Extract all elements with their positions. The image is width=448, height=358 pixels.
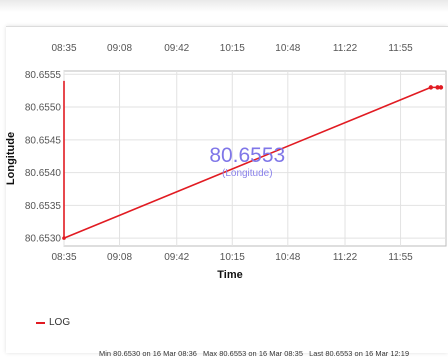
chart-card: 80.6555 80.6550 80.6545 80.6540 80.6535 80.65… xyxy=(6,26,448,358)
legend-swatch xyxy=(36,321,45,324)
series-point xyxy=(428,85,434,90)
y-tick-label: 80.6530 xyxy=(25,234,62,245)
legend-label: LOG xyxy=(49,317,71,328)
stats-footer: Min 80.6530 on 16 Mar 08:36 Max 80.6553 … xyxy=(99,349,413,358)
top-bar xyxy=(0,0,448,12)
longitude-chart[interactable]: 80.6555 80.6550 80.6545 80.6540 80.6535 80.65… xyxy=(6,27,448,353)
x-tick-label-top: 11:22 xyxy=(333,43,358,54)
x-tick-label-top: 11:55 xyxy=(388,43,413,54)
series-point xyxy=(438,85,444,90)
x-tick-label-top: 09:42 xyxy=(164,43,189,54)
x-tick-label: 09:08 xyxy=(107,252,132,263)
legend[interactable]: LOG xyxy=(36,317,70,328)
stat-max: Max 80.6553 on 16 Mar 08:35 xyxy=(203,349,303,358)
series-point xyxy=(435,85,440,90)
y-tick-label: 80.6535 xyxy=(25,201,62,212)
x-tick-label: 08:35 xyxy=(51,252,76,263)
y-tick-label: 80.6545 xyxy=(25,135,62,146)
y-tick-label: 80.6550 xyxy=(25,103,62,114)
stat-min: Min 80.6530 on 16 Mar 08:36 xyxy=(99,349,197,358)
x-tick-label-top: 10:48 xyxy=(275,43,300,54)
value-annotation-label: (Longitude) xyxy=(222,168,273,179)
x-tick-label-top: 10:15 xyxy=(220,43,245,54)
x-axis-title: Time xyxy=(217,269,242,281)
x-tick-label: 10:15 xyxy=(220,252,245,263)
x-tick-label: 09:42 xyxy=(164,252,189,263)
stat-last: Last 80.6553 on 16 Mar 12:19 xyxy=(309,349,410,358)
x-tick-label: 11:55 xyxy=(388,252,413,263)
y-tick-label: 80.6555 xyxy=(25,70,62,81)
y-axis-title: Longitude xyxy=(6,132,17,185)
x-tick-label: 10:48 xyxy=(275,252,300,263)
value-annotation: 80.6553 xyxy=(209,144,285,167)
y-tick-label: 80.6540 xyxy=(25,168,62,179)
x-tick-label-top: 08:35 xyxy=(51,43,76,54)
x-tick-label: 11:22 xyxy=(333,252,358,263)
x-tick-label-top: 09:08 xyxy=(107,43,132,54)
series-point xyxy=(62,236,66,240)
